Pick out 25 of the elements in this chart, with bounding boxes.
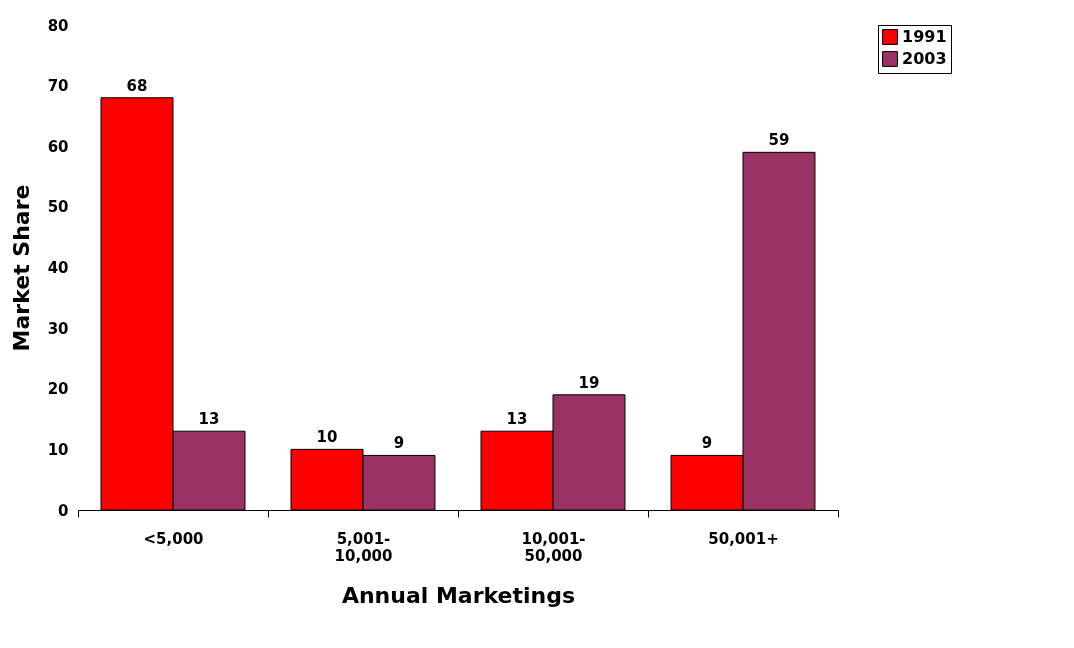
data-label: 9 xyxy=(393,434,405,453)
data-label: 13 xyxy=(198,410,220,429)
y-tick-label: 50 xyxy=(47,198,69,217)
y-tick-label: 10 xyxy=(47,440,69,459)
y-tick-label: 20 xyxy=(47,380,69,399)
x-tick-label: 50,001+ xyxy=(708,529,779,548)
y-tick-label: 30 xyxy=(47,319,69,338)
data-label: 19 xyxy=(578,373,600,392)
legend-label: 1991 xyxy=(902,27,947,46)
x-tick-label: <5,000 xyxy=(143,529,204,548)
data-label: 13 xyxy=(506,410,528,429)
x-tick-label: 10,001-50,000 xyxy=(521,529,586,565)
legend-label: 2003 xyxy=(902,49,947,68)
x-tick-label: 5,001-10,000 xyxy=(334,529,393,565)
y-tick-label: 0 xyxy=(58,501,69,520)
y-tick-label: 40 xyxy=(47,259,69,277)
data-label: 9 xyxy=(701,434,713,453)
data-label: 10 xyxy=(316,428,338,447)
data-label: 59 xyxy=(768,131,790,150)
y-tick-label: 60 xyxy=(47,137,69,156)
y-tick-label: 80 xyxy=(47,16,69,35)
y-tick-label: 70 xyxy=(47,77,69,96)
x-axis-title: Annual Marketings xyxy=(341,582,576,608)
data-label: 68 xyxy=(126,76,148,95)
y-axis-title: Market Share xyxy=(8,184,34,352)
